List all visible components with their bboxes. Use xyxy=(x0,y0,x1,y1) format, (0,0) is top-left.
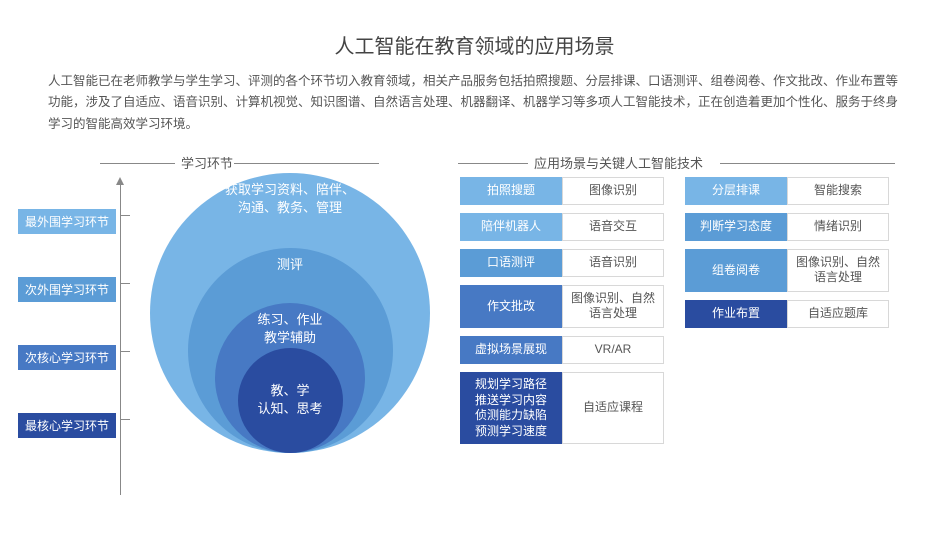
sec-line-right-a xyxy=(458,163,528,164)
axis-tick-2 xyxy=(120,283,130,284)
pair-row: 拍照搜题图像识别 xyxy=(460,177,664,205)
page-description: 人工智能已在老师教学与学生学习、评测的各个环节切入教育领域，相关产品服务包括拍照… xyxy=(0,59,949,135)
pairs-column-2: 分层排课智能搜索判断学习态度情绪识别组卷阅卷图像识别、自然语言处理作业布置自适应… xyxy=(685,177,889,336)
axis-arrow xyxy=(120,183,121,495)
pair-tech: 情绪识别 xyxy=(787,213,889,241)
sec-line-left-b xyxy=(234,163,379,164)
sec-line-left-a xyxy=(100,163,175,164)
axis-tick-1 xyxy=(120,215,130,216)
level-tag-4: 最核心学习环节 xyxy=(18,413,116,438)
axis-tick-3 xyxy=(120,351,130,352)
pair-row: 作业布置自适应题库 xyxy=(685,300,889,328)
pair-app: 规划学习路径 推送学习内容 侦测能力缺陷 预测学习速度 xyxy=(460,372,562,444)
section-headers: 学习环节 应用场景与关键人工智能技术 xyxy=(0,153,949,173)
right-section-header: 应用场景与关键人工智能技术 xyxy=(530,153,707,172)
pair-tech: 语音识别 xyxy=(562,249,664,277)
pair-tech: VR/AR xyxy=(562,336,664,364)
circles-diagram: 获取学习资料、陪伴、 沟通、教务、管理测评练习、作业 教学辅助教、学 认知、思考 xyxy=(150,173,470,493)
axis-tick-4 xyxy=(120,419,130,420)
pair-app: 分层排课 xyxy=(685,177,787,205)
pair-app: 拍照搜题 xyxy=(460,177,562,205)
pair-tech: 自适应课程 xyxy=(562,372,664,444)
pair-row: 作文批改图像识别、自然语言处理 xyxy=(460,285,664,328)
pair-app: 陪伴机器人 xyxy=(460,213,562,241)
pair-row: 分层排课智能搜索 xyxy=(685,177,889,205)
pair-row: 口语测评语音识别 xyxy=(460,249,664,277)
pair-row: 规划学习路径 推送学习内容 侦测能力缺陷 预测学习速度自适应课程 xyxy=(460,372,664,444)
pair-app: 口语测评 xyxy=(460,249,562,277)
pair-tech: 图像识别、自然语言处理 xyxy=(562,285,664,328)
pair-tech: 图像识别、自然语言处理 xyxy=(787,249,889,292)
level-tag-1: 最外围学习环节 xyxy=(18,209,116,234)
pair-row: 虚拟场景展现VR/AR xyxy=(460,336,664,364)
pair-tech: 图像识别 xyxy=(562,177,664,205)
left-section-header: 学习环节 xyxy=(177,153,237,172)
level-tag-2: 次外围学习环节 xyxy=(18,277,116,302)
pair-app: 组卷阅卷 xyxy=(685,249,787,292)
pair-app: 虚拟场景展现 xyxy=(460,336,562,364)
learning-circle-4: 教、学 认知、思考 xyxy=(238,348,343,453)
pair-tech: 自适应题库 xyxy=(787,300,889,328)
pair-app: 判断学习态度 xyxy=(685,213,787,241)
pairs-column-1: 拍照搜题图像识别陪伴机器人语音交互口语测评语音识别作文批改图像识别、自然语言处理… xyxy=(460,177,664,453)
level-tag-3: 次核心学习环节 xyxy=(18,345,116,370)
sec-line-right-b xyxy=(720,163,895,164)
pair-row: 组卷阅卷图像识别、自然语言处理 xyxy=(685,249,889,292)
pair-tech: 语音交互 xyxy=(562,213,664,241)
pair-app: 作文批改 xyxy=(460,285,562,328)
page-title: 人工智能在教育领域的应用场景 xyxy=(0,0,949,59)
learning-circle-label-4: 教、学 认知、思考 xyxy=(257,348,322,453)
pair-row: 陪伴机器人语音交互 xyxy=(460,213,664,241)
pair-row: 判断学习态度情绪识别 xyxy=(685,213,889,241)
pair-tech: 智能搜索 xyxy=(787,177,889,205)
pair-app: 作业布置 xyxy=(685,300,787,328)
